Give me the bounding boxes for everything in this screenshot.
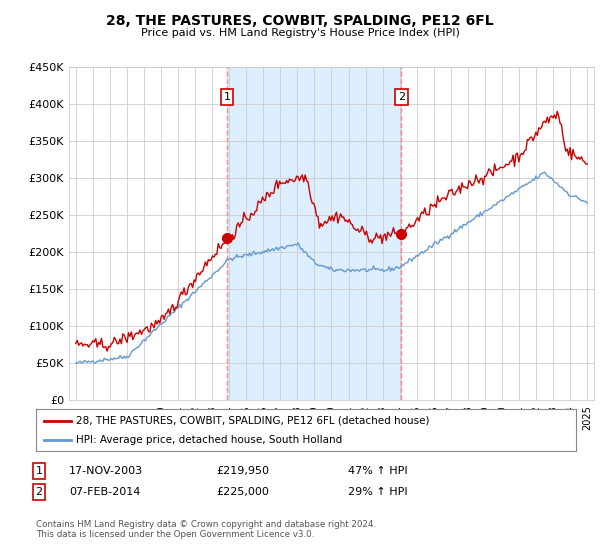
Text: 2: 2 <box>35 487 43 497</box>
Text: 28, THE PASTURES, COWBIT, SPALDING, PE12 6FL (detached house): 28, THE PASTURES, COWBIT, SPALDING, PE12… <box>77 416 430 426</box>
Text: 07-FEB-2014: 07-FEB-2014 <box>69 487 140 497</box>
Text: 2: 2 <box>398 92 405 102</box>
Text: £219,950: £219,950 <box>216 466 269 476</box>
Text: HPI: Average price, detached house, South Holland: HPI: Average price, detached house, Sout… <box>77 435 343 445</box>
Text: 47% ↑ HPI: 47% ↑ HPI <box>348 466 407 476</box>
Text: 29% ↑ HPI: 29% ↑ HPI <box>348 487 407 497</box>
Text: 1: 1 <box>35 466 43 476</box>
Text: 17-NOV-2003: 17-NOV-2003 <box>69 466 143 476</box>
Text: Price paid vs. HM Land Registry's House Price Index (HPI): Price paid vs. HM Land Registry's House … <box>140 28 460 38</box>
Text: 1: 1 <box>224 92 230 102</box>
Bar <box>227 67 401 400</box>
Text: 28, THE PASTURES, COWBIT, SPALDING, PE12 6FL: 28, THE PASTURES, COWBIT, SPALDING, PE12… <box>106 14 494 28</box>
Text: Contains HM Land Registry data © Crown copyright and database right 2024.
This d: Contains HM Land Registry data © Crown c… <box>36 520 376 539</box>
Text: £225,000: £225,000 <box>216 487 269 497</box>
